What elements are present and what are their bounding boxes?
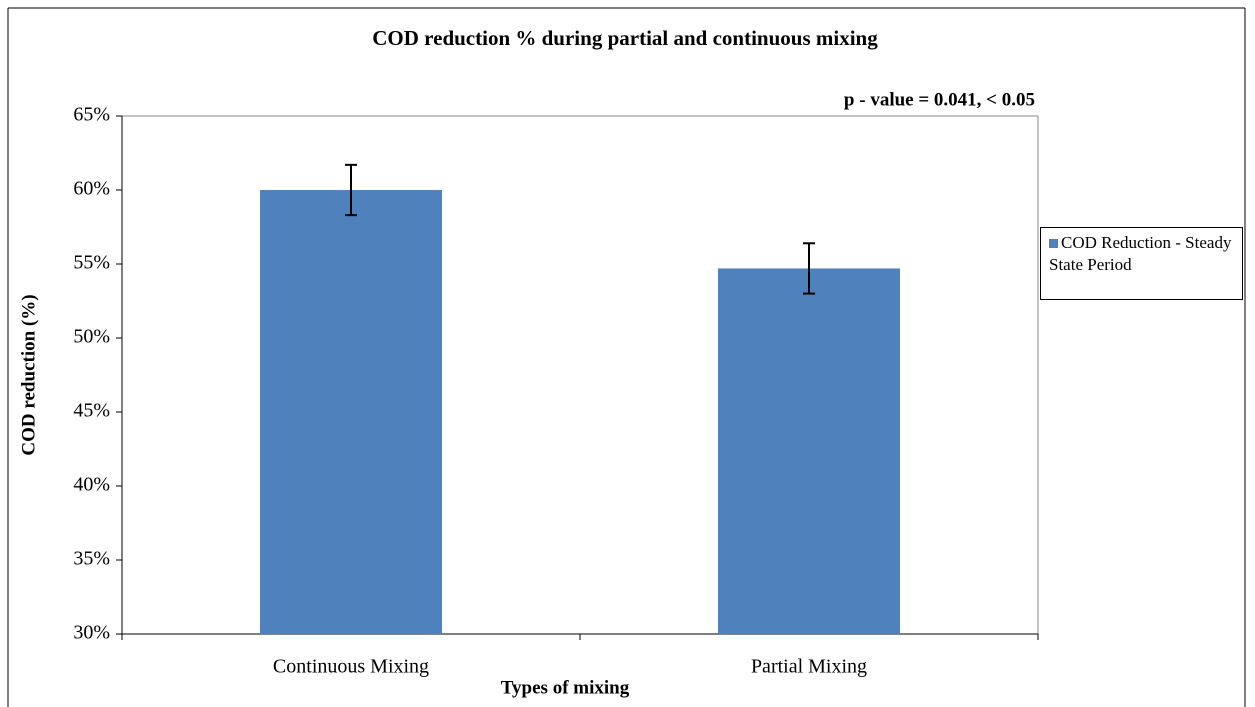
y-tick-label: 55% [73,252,110,274]
y-tick-label: 45% [73,400,110,422]
legend: COD Reduction - Steady State Period [1040,227,1243,300]
x-tick-label: Partial Mixing [751,656,867,678]
y-tick-label: 65% [73,104,110,126]
y-tick-label: 60% [73,178,110,200]
x-axis-label: Types of mixing [501,677,630,698]
legend-label: COD Reduction - Steady State Period [1049,233,1232,274]
bar [718,268,900,634]
x-tick-label: Continuous Mixing [273,656,429,678]
y-tick-label: 40% [73,474,110,496]
bar [260,190,442,634]
plot-area [121,115,1039,635]
y-axis-label: COD reduction (%) [18,294,39,455]
y-tick-label: 50% [73,326,110,348]
y-tick-label: 30% [73,622,110,644]
chart-title: COD reduction % during partial and conti… [372,26,878,50]
annotation: p - value = 0.041, < 0.05 [844,89,1035,110]
y-tick-label: 35% [73,548,110,570]
legend-swatch [1049,239,1058,248]
